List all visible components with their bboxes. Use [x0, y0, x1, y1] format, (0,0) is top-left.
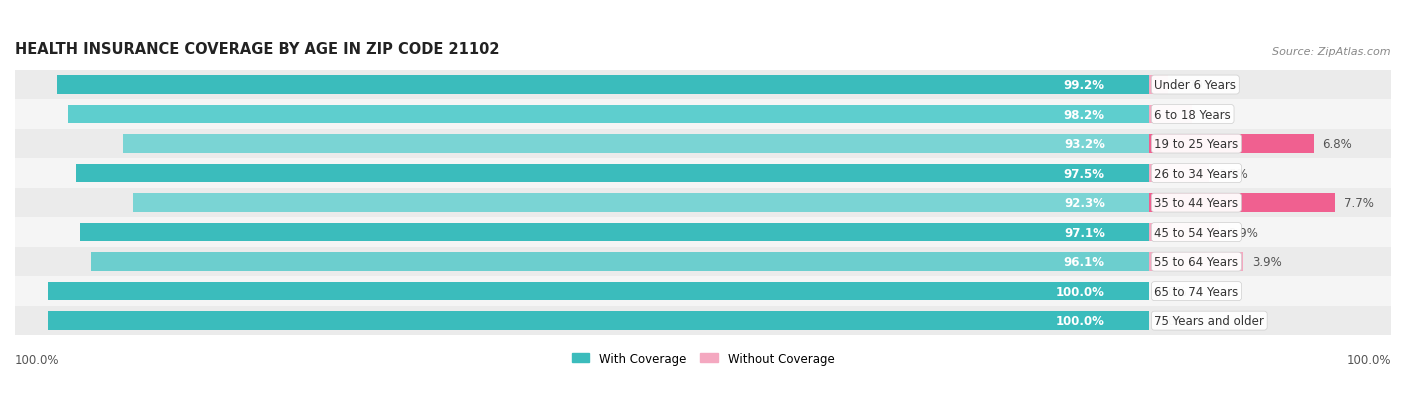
Bar: [15, 306, 1391, 336]
Bar: [1149, 106, 1192, 124]
Bar: [76, 164, 1149, 183]
Bar: [1149, 253, 1243, 271]
Bar: [1149, 164, 1209, 183]
Bar: [15, 188, 1391, 218]
Text: HEALTH INSURANCE COVERAGE BY AGE IN ZIP CODE 21102: HEALTH INSURANCE COVERAGE BY AGE IN ZIP …: [15, 43, 499, 57]
Text: 35 to 44 Years: 35 to 44 Years: [1154, 197, 1239, 209]
Text: 0.0%: 0.0%: [1157, 285, 1187, 298]
Text: 97.1%: 97.1%: [1064, 226, 1105, 239]
Text: 3.9%: 3.9%: [1253, 256, 1282, 268]
Bar: [15, 247, 1391, 277]
Bar: [15, 130, 1391, 159]
Text: 100.0%: 100.0%: [1347, 353, 1391, 366]
Text: 7.7%: 7.7%: [1344, 197, 1374, 209]
Text: 6.8%: 6.8%: [1322, 138, 1353, 151]
Text: 65 to 74 Years: 65 to 74 Years: [1154, 285, 1239, 298]
Text: 75 Years and older: 75 Years and older: [1154, 314, 1264, 328]
Bar: [122, 135, 1149, 153]
Bar: [48, 312, 1149, 330]
Text: 100.0%: 100.0%: [15, 353, 59, 366]
Text: 100.0%: 100.0%: [1056, 285, 1105, 298]
Text: 6 to 18 Years: 6 to 18 Years: [1154, 108, 1232, 121]
Text: 2.9%: 2.9%: [1227, 226, 1258, 239]
Bar: [15, 218, 1391, 247]
Text: 26 to 34 Years: 26 to 34 Years: [1154, 167, 1239, 180]
Text: 19 to 25 Years: 19 to 25 Years: [1154, 138, 1239, 151]
Text: 99.2%: 99.2%: [1064, 79, 1105, 92]
Bar: [15, 71, 1391, 100]
Text: 97.5%: 97.5%: [1064, 167, 1105, 180]
Bar: [132, 194, 1149, 212]
Bar: [15, 100, 1391, 130]
Bar: [1149, 223, 1219, 242]
Text: 98.2%: 98.2%: [1064, 108, 1105, 121]
Text: Source: ZipAtlas.com: Source: ZipAtlas.com: [1272, 47, 1391, 57]
Bar: [1149, 76, 1168, 95]
Text: 2.5%: 2.5%: [1218, 167, 1249, 180]
Text: 100.0%: 100.0%: [1056, 314, 1105, 328]
Text: 45 to 54 Years: 45 to 54 Years: [1154, 226, 1239, 239]
Bar: [56, 76, 1149, 95]
Bar: [15, 159, 1391, 188]
Legend: With Coverage, Without Coverage: With Coverage, Without Coverage: [567, 347, 839, 370]
Bar: [1149, 135, 1313, 153]
Bar: [80, 223, 1149, 242]
Text: 0.0%: 0.0%: [1157, 314, 1187, 328]
Bar: [15, 277, 1391, 306]
Text: 0.79%: 0.79%: [1177, 79, 1213, 92]
Text: 93.2%: 93.2%: [1064, 138, 1105, 151]
Text: 96.1%: 96.1%: [1064, 256, 1105, 268]
Bar: [91, 253, 1149, 271]
Text: 55 to 64 Years: 55 to 64 Years: [1154, 256, 1239, 268]
Bar: [67, 106, 1149, 124]
Text: Under 6 Years: Under 6 Years: [1154, 79, 1236, 92]
Text: 92.3%: 92.3%: [1064, 197, 1105, 209]
Bar: [48, 282, 1149, 301]
Text: 1.8%: 1.8%: [1201, 108, 1232, 121]
Bar: [1149, 194, 1336, 212]
